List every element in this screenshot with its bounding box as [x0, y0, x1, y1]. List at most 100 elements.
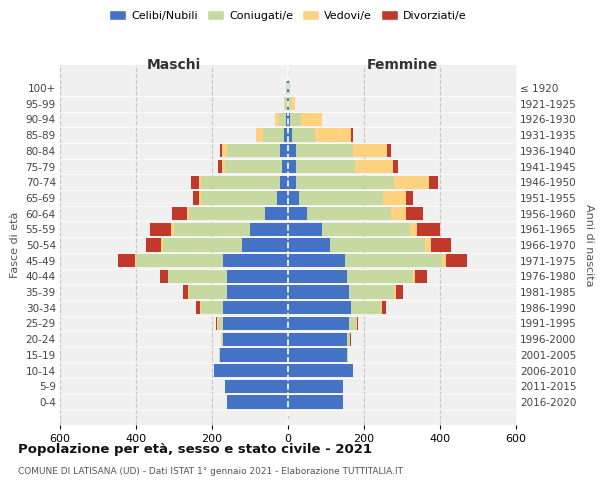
Bar	[288, 222, 322, 236]
Bar	[355, 160, 392, 173]
Bar	[353, 144, 387, 158]
Bar	[275, 113, 278, 126]
Bar	[288, 332, 347, 346]
Bar	[172, 207, 187, 220]
Bar	[288, 238, 330, 252]
Bar	[288, 270, 347, 283]
Bar	[171, 222, 174, 236]
Bar	[216, 317, 217, 330]
Bar	[196, 301, 200, 314]
Bar	[286, 113, 288, 126]
Text: Popolazione per età, sesso e stato civile - 2021: Popolazione per età, sesso e stato civil…	[18, 442, 372, 456]
Bar	[284, 128, 288, 142]
Bar	[193, 191, 199, 204]
Bar	[288, 301, 350, 314]
Bar	[330, 238, 425, 252]
Bar	[322, 222, 410, 236]
Bar	[347, 270, 413, 283]
Bar	[406, 207, 423, 220]
Bar	[431, 238, 451, 252]
Bar	[286, 82, 287, 94]
Bar	[288, 191, 299, 204]
Bar	[227, 270, 288, 283]
Bar	[288, 348, 347, 362]
Bar	[174, 222, 250, 236]
Bar	[226, 380, 288, 393]
Bar	[278, 113, 286, 126]
Bar	[288, 113, 290, 126]
Bar	[410, 222, 417, 236]
Bar	[288, 176, 296, 189]
Bar	[394, 286, 395, 299]
Bar	[118, 254, 135, 268]
Bar	[283, 160, 288, 173]
Bar	[189, 286, 227, 299]
Bar	[219, 348, 220, 362]
Bar	[288, 317, 349, 330]
Bar	[221, 332, 223, 346]
Bar	[406, 191, 413, 204]
Bar	[350, 301, 381, 314]
Bar	[250, 222, 288, 236]
Bar	[227, 396, 288, 408]
Bar	[199, 191, 200, 204]
Bar	[301, 113, 322, 126]
Bar	[227, 286, 288, 299]
Bar	[256, 128, 263, 142]
Bar	[381, 301, 382, 314]
Y-axis label: Fasce di età: Fasce di età	[10, 212, 20, 278]
Bar	[223, 301, 288, 314]
Bar	[425, 238, 431, 252]
Bar	[220, 144, 221, 158]
Bar	[163, 238, 242, 252]
Bar	[392, 160, 398, 173]
Bar	[347, 348, 348, 362]
Bar	[413, 270, 415, 283]
Bar	[349, 317, 356, 330]
Bar	[395, 286, 403, 299]
Bar	[242, 238, 288, 252]
Bar	[285, 97, 287, 110]
Text: Femmine: Femmine	[367, 58, 437, 71]
Bar	[265, 207, 288, 220]
Bar	[287, 97, 288, 110]
Bar	[299, 191, 383, 204]
Bar	[277, 191, 288, 204]
Bar	[296, 160, 355, 173]
Bar	[199, 176, 200, 189]
Bar	[350, 128, 353, 142]
Bar	[288, 160, 296, 173]
Bar	[167, 270, 168, 283]
Bar	[263, 128, 284, 142]
Bar	[288, 144, 296, 158]
Bar	[183, 286, 188, 299]
Bar	[417, 222, 440, 236]
Bar	[387, 144, 391, 158]
Bar	[314, 128, 351, 142]
Text: Maschi: Maschi	[147, 58, 201, 71]
Bar	[221, 144, 227, 158]
Bar	[189, 207, 265, 220]
Bar	[382, 301, 386, 314]
Bar	[415, 270, 427, 283]
Bar	[296, 176, 394, 189]
Bar	[280, 144, 288, 158]
Bar	[394, 176, 428, 189]
Bar	[357, 317, 358, 330]
Bar	[188, 286, 189, 299]
Bar	[227, 144, 280, 158]
Bar	[289, 82, 290, 94]
Bar	[288, 254, 345, 268]
Bar	[288, 97, 289, 110]
Bar	[446, 254, 467, 268]
Bar	[288, 207, 307, 220]
Bar	[168, 270, 227, 283]
Bar	[220, 348, 288, 362]
Bar	[349, 286, 394, 299]
Legend: Celibi/Nubili, Coniugati/e, Vedovi/e, Divorziati/e: Celibi/Nubili, Coniugati/e, Vedovi/e, Di…	[105, 6, 471, 25]
Text: COMUNE DI LATISANA (UD) - Dati ISTAT 1° gennaio 2021 - Elaborazione TUTTITALIA.I: COMUNE DI LATISANA (UD) - Dati ISTAT 1° …	[18, 468, 403, 476]
Bar	[200, 176, 280, 189]
Bar	[223, 332, 288, 346]
Bar	[442, 254, 446, 268]
Bar	[428, 176, 438, 189]
